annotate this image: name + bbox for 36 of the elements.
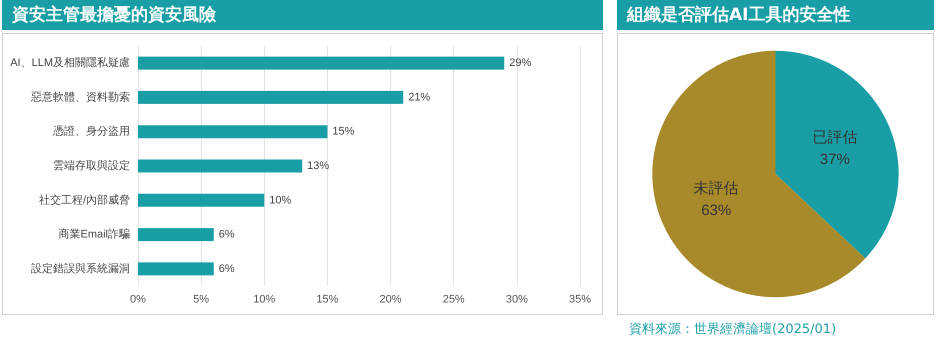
y-tick-label: 憑證、身分盜用 xyxy=(52,124,130,138)
y-tick-label: 惡意軟體、資料勒索 xyxy=(30,90,130,104)
y-tick-label: 商業Email詐騙 xyxy=(58,228,130,241)
x-tick-label: 20% xyxy=(380,294,402,306)
data-label: 37% xyxy=(820,150,850,168)
y-tick-label: 設定錯誤與系統漏洞 xyxy=(31,262,130,275)
x-tick-label: 25% xyxy=(442,294,465,306)
data-label: 15% xyxy=(332,126,355,138)
bar xyxy=(138,160,302,172)
data-label: 21% xyxy=(408,91,430,104)
x-tick-label: 5% xyxy=(193,294,210,306)
data-label: 6% xyxy=(218,228,235,241)
x-tick-label: 0% xyxy=(130,294,146,306)
slice-label: 已評估 xyxy=(812,128,858,146)
x-tick-label: 30% xyxy=(506,294,528,306)
data-label: 63% xyxy=(701,202,732,220)
x-tick-label: 15% xyxy=(316,294,339,306)
bar xyxy=(138,56,504,70)
bar xyxy=(138,90,404,104)
chart-title: 組織是否評估AI工具的安全性 xyxy=(617,0,934,30)
y-tick-label: 雲端存取與設定 xyxy=(53,159,130,172)
y-tick-label: AI、LLM及相關隱私疑慮 xyxy=(10,56,130,70)
x-tick-label: 35% xyxy=(568,294,592,306)
source-note: 資料來源：世界經濟論壇(2025/01) xyxy=(629,321,836,338)
slice-label: 未評估 xyxy=(694,180,739,198)
y-tick-label: 社交工程/內部威脅 xyxy=(38,193,130,206)
bar xyxy=(138,194,264,207)
bar xyxy=(138,262,214,276)
x-tick-label: 10% xyxy=(253,294,276,306)
data-label: 29% xyxy=(509,57,532,70)
data-label: 6% xyxy=(218,262,235,275)
data-label: 13% xyxy=(307,160,330,172)
data-label: 10% xyxy=(269,194,292,206)
chart-title: 資安主管最擔憂的資安風險 xyxy=(2,0,603,30)
bar xyxy=(138,228,214,242)
bar xyxy=(138,125,328,138)
